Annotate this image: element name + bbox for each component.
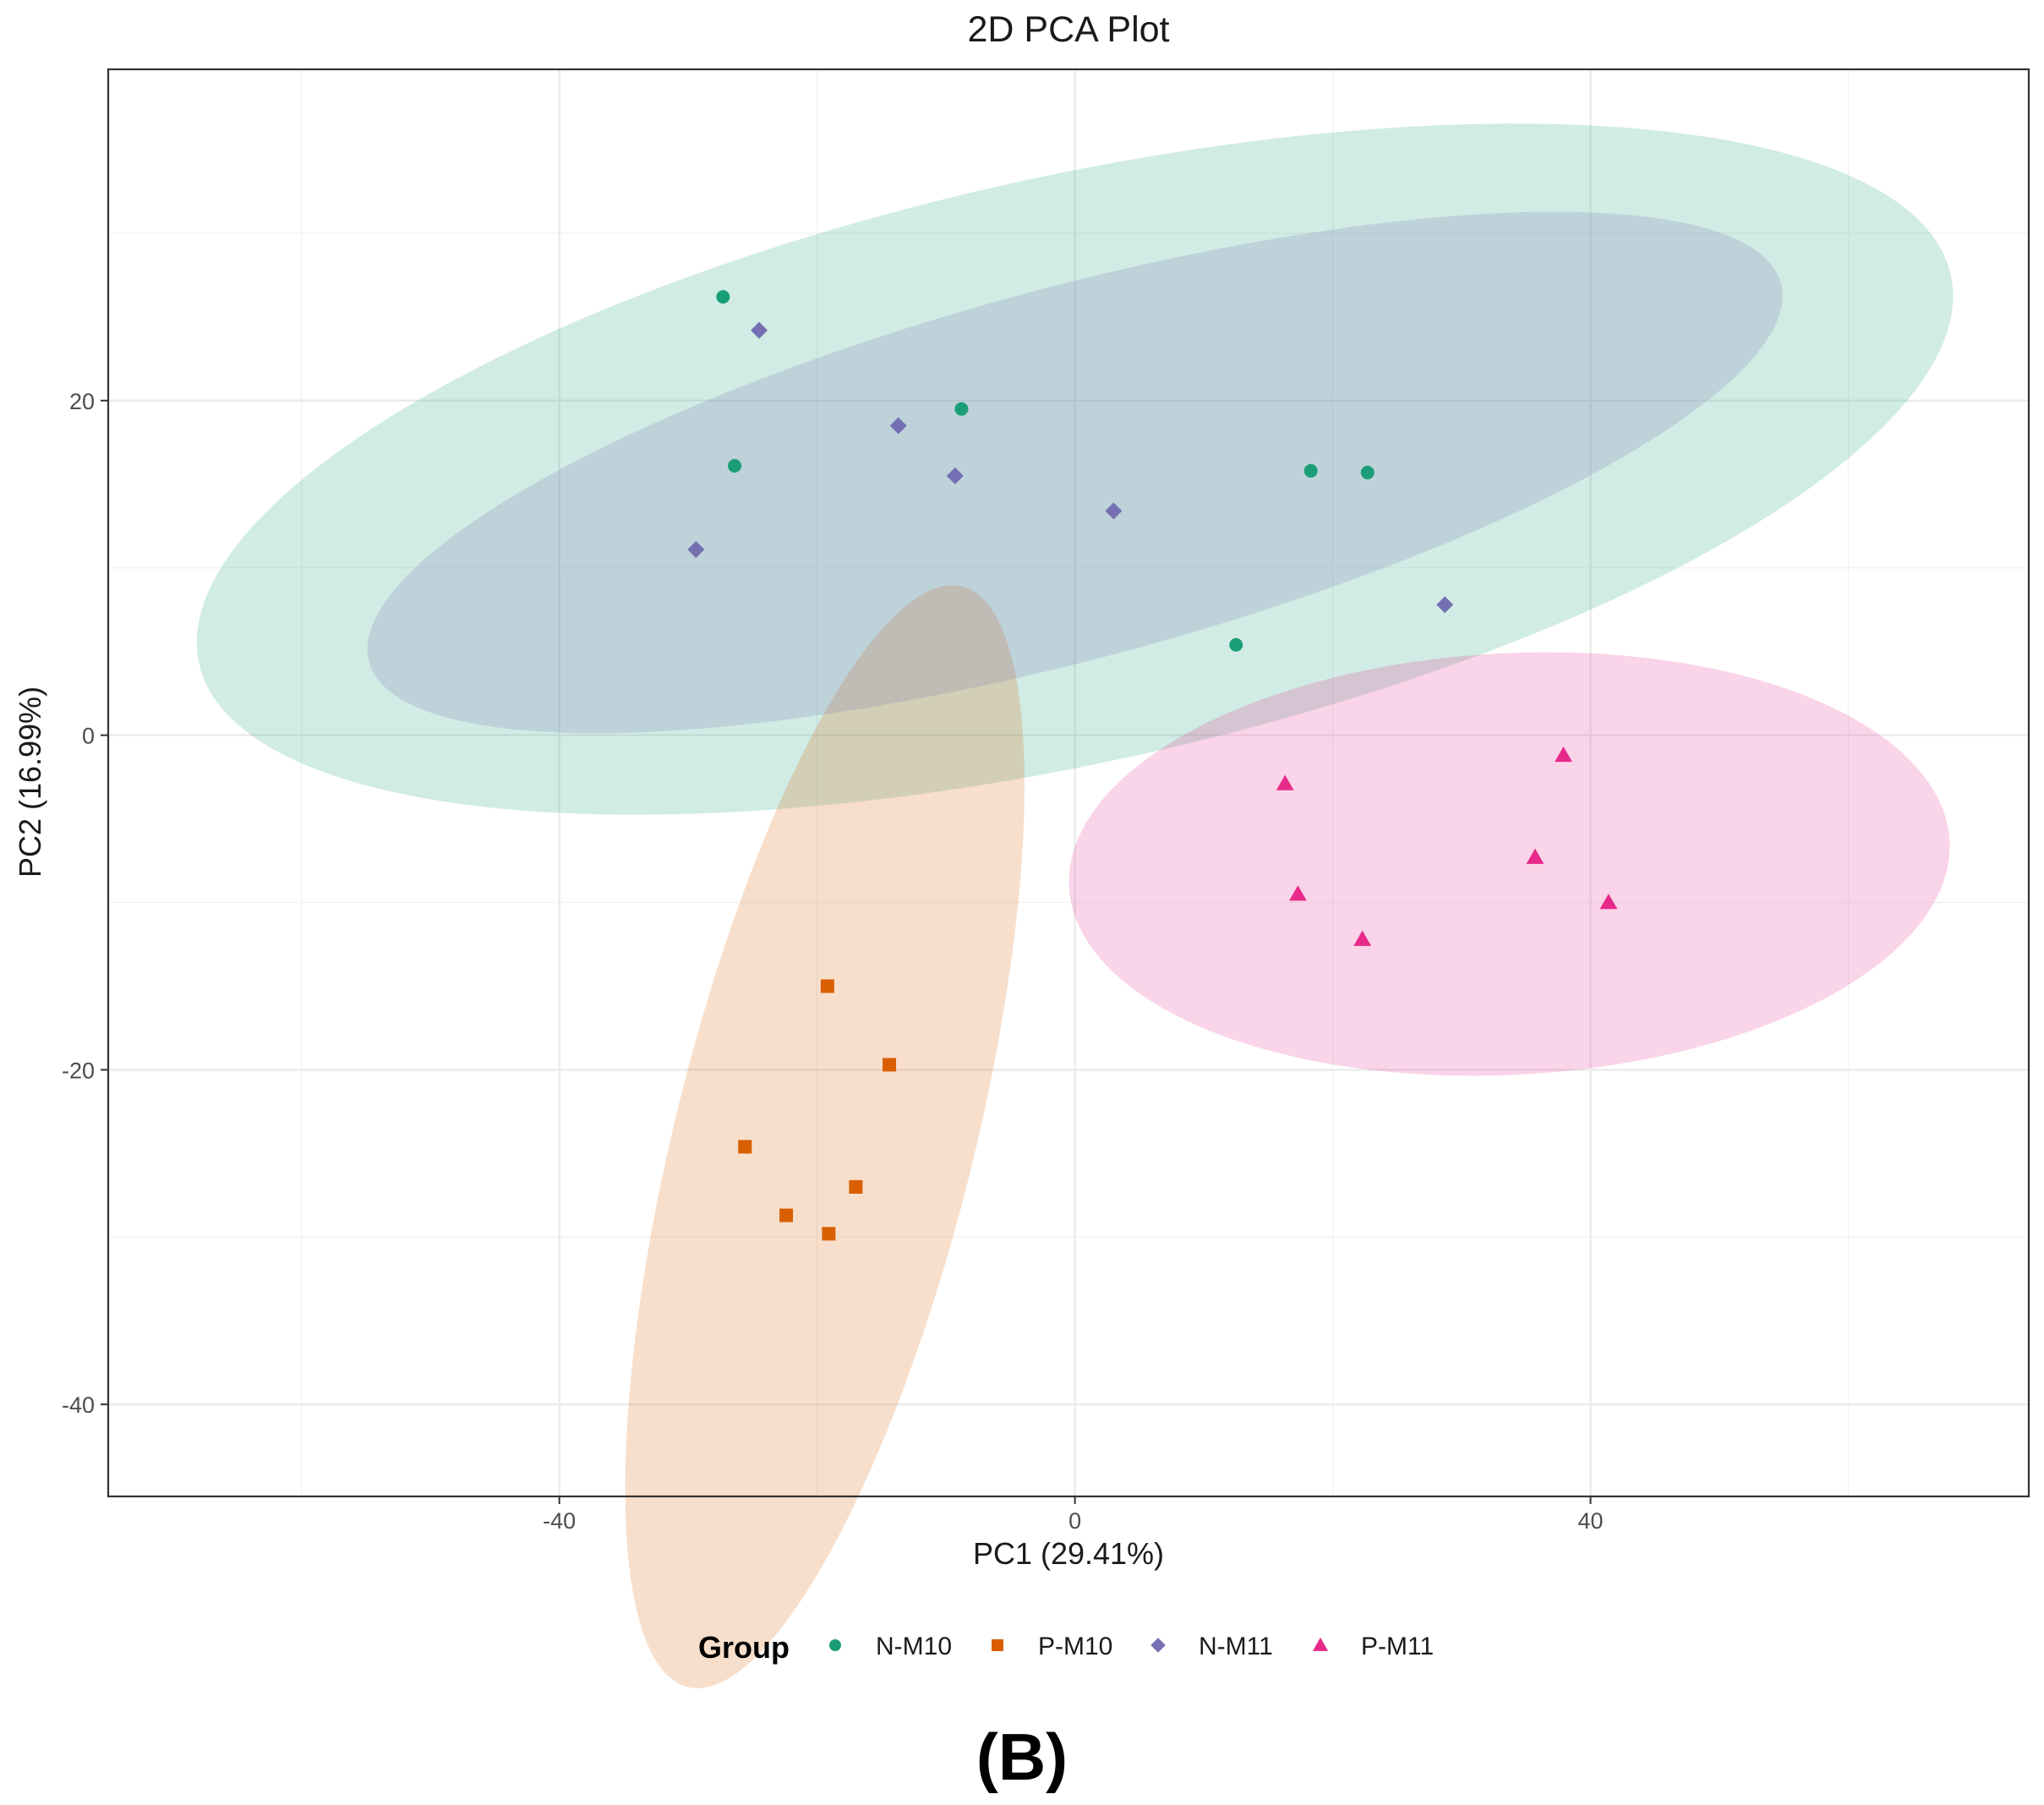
confidence-ellipses xyxy=(196,123,1954,1688)
point-p-m10 xyxy=(822,1227,836,1241)
legend-key-p-m10 xyxy=(992,1639,1003,1651)
y-axis-title: PC2 (16.99%) xyxy=(13,686,47,878)
x-tick-label: 0 xyxy=(1068,1508,1081,1534)
legend-label-p-m10: P-M10 xyxy=(1038,1633,1112,1660)
ellipse-p-m11 xyxy=(1068,652,1950,1076)
point-p-m11 xyxy=(1353,930,1372,946)
x-tick-label: 40 xyxy=(1578,1508,1604,1534)
grid-lines xyxy=(108,69,2029,1496)
point-n-m11 xyxy=(1105,502,1123,520)
point-n-m10 xyxy=(954,402,969,416)
point-p-m10 xyxy=(849,1179,863,1194)
point-p-m11 xyxy=(1555,746,1572,763)
y-tick-label: -20 xyxy=(62,1058,95,1083)
ellipse-n-m11 xyxy=(367,211,1783,734)
point-n-m10 xyxy=(716,290,730,304)
legend-key-n-m10 xyxy=(829,1639,841,1651)
point-p-m10 xyxy=(820,979,834,993)
axis-ticks: -40 0 40 -40 -20 0 20 xyxy=(62,389,1604,1534)
point-p-m10 xyxy=(883,1058,897,1072)
point-p-m11 xyxy=(1599,894,1618,910)
point-n-m10 xyxy=(1360,465,1375,479)
ellipse-n-m10 xyxy=(196,123,1954,815)
point-n-m10 xyxy=(728,458,742,473)
plot-border xyxy=(107,68,2030,1498)
legend-key-n-m11 xyxy=(1150,1638,1166,1653)
point-p-m11 xyxy=(1526,848,1544,864)
legend: Group N-M10 P-M10 N-M11 P-M11 xyxy=(698,1630,1434,1665)
legend-title: Group xyxy=(698,1630,790,1665)
point-n-m11 xyxy=(751,321,768,339)
x-axis-title: PC1 (29.41%) xyxy=(973,1536,1164,1571)
point-p-m11 xyxy=(1276,774,1294,790)
panel-label: (B) xyxy=(976,1720,1068,1794)
point-n-m10 xyxy=(1303,463,1318,478)
ellipse-p-m10 xyxy=(625,585,1025,1688)
point-p-m10 xyxy=(738,1140,752,1154)
legend-label-n-m10: N-M10 xyxy=(876,1633,952,1660)
point-p-m11 xyxy=(1289,885,1307,901)
legend-key-p-m11 xyxy=(1312,1637,1329,1651)
legend-label-n-m11: N-M11 xyxy=(1199,1633,1273,1660)
y-tick-label: 0 xyxy=(82,724,95,749)
plot-panel xyxy=(108,69,2029,1496)
point-n-m11 xyxy=(946,467,964,484)
y-tick-label: 20 xyxy=(69,389,95,414)
point-p-m10 xyxy=(779,1208,794,1222)
point-n-m10 xyxy=(1229,637,1243,652)
legend-label-p-m11: P-M11 xyxy=(1361,1633,1434,1660)
point-n-m11 xyxy=(889,417,907,435)
chart-title: 2D PCA Plot xyxy=(968,9,1170,50)
point-n-m11 xyxy=(687,540,705,558)
point-n-m11 xyxy=(1436,596,1454,614)
y-tick-label: -40 xyxy=(62,1392,95,1418)
data-points xyxy=(687,290,1618,1241)
x-tick-label: -40 xyxy=(543,1508,576,1534)
